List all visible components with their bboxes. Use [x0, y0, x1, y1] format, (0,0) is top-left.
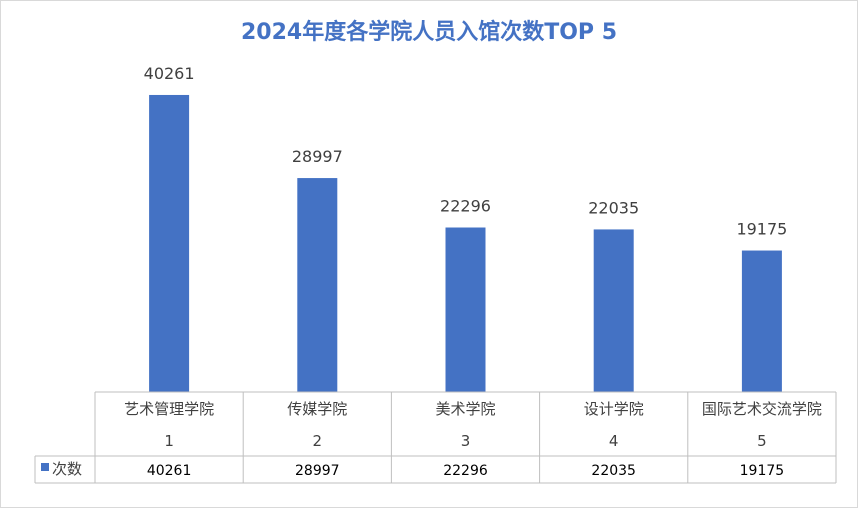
- rank-label-4: 4: [609, 432, 619, 450]
- legend-key: [41, 463, 49, 471]
- bar-5: [741, 250, 782, 392]
- bar-4: [593, 229, 634, 392]
- rank-label-3: 3: [461, 432, 471, 450]
- data-label-2: 28997: [292, 147, 343, 166]
- bar-3: [445, 227, 486, 392]
- table-value-1: 40261: [147, 463, 192, 479]
- rank-label-5: 5: [757, 432, 767, 450]
- category-label-1: 艺术管理学院: [124, 400, 214, 418]
- chart-title: 2024年度各学院人员入馆次数TOP 5: [240, 20, 618, 45]
- data-label-5: 19175: [736, 220, 787, 239]
- table-value-4: 22035: [591, 463, 636, 479]
- category-label-5: 国际艺术交流学院: [702, 400, 822, 418]
- data-label-1: 40261: [144, 64, 195, 83]
- bar-2: [297, 178, 338, 392]
- category-label-4: 设计学院: [584, 400, 644, 418]
- bar-1: [149, 94, 190, 392]
- rank-label-1: 1: [164, 432, 174, 450]
- rank-label-2: 2: [313, 432, 323, 450]
- table-value-2: 28997: [295, 463, 340, 479]
- category-label-3: 美术学院: [435, 400, 495, 418]
- data-label-4: 22035: [588, 198, 639, 217]
- data-label-3: 22296: [440, 197, 491, 216]
- table-value-5: 19175: [740, 463, 785, 479]
- legend-label: 次数: [52, 460, 82, 478]
- table-value-3: 22296: [443, 463, 488, 479]
- category-label-2: 传媒学院: [287, 400, 347, 418]
